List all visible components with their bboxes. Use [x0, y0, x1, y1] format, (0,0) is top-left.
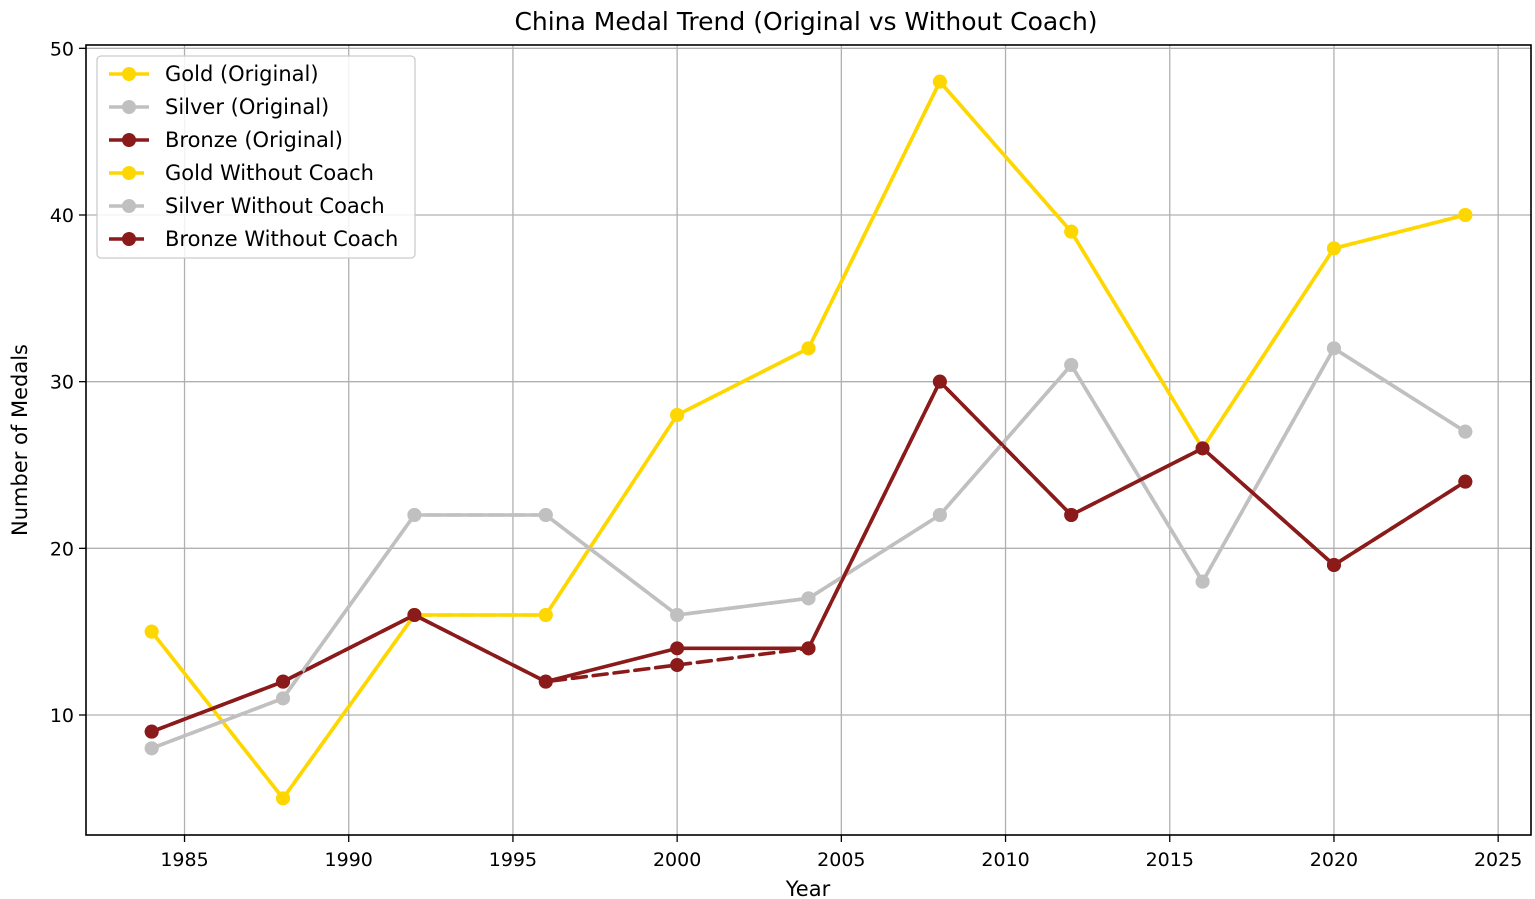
- x-tick-label: 2000: [653, 849, 701, 871]
- x-tick-label: 1985: [160, 849, 208, 871]
- legend-item: Gold (Original): [109, 62, 319, 86]
- data-point: [1458, 208, 1473, 222]
- series-line-silver-without-coach: [149, 346, 1468, 751]
- chart-title: China Medal Trend (Original vs Without C…: [514, 7, 1097, 36]
- legend-swatch-marker: [122, 232, 136, 246]
- x-tick-label: 2020: [1310, 849, 1358, 871]
- data-point: [407, 608, 422, 622]
- y-axis-ticks: 10 20 30 40 50: [50, 38, 86, 727]
- data-point: [932, 374, 947, 389]
- series-bronze-without-coach: [144, 374, 1473, 739]
- y-tick-label: 40: [50, 205, 74, 227]
- data-point: [1326, 341, 1341, 356]
- data-point: [276, 791, 291, 806]
- x-tick-label: 2025: [1474, 849, 1522, 871]
- legend-label: Silver Without Coach: [165, 194, 385, 218]
- legend-item: Silver (Original): [109, 95, 329, 119]
- y-tick-label: 50: [50, 38, 74, 60]
- legend-item: Bronze Without Coach: [109, 227, 398, 251]
- data-point: [276, 674, 291, 689]
- data-point: [1458, 474, 1473, 489]
- x-axis-ticks: 1985 1990 1995 2000 2005 2010 2015 2020 2025: [160, 835, 1522, 871]
- series-silver-without-coach: [144, 341, 1473, 756]
- legend-label: Bronze (Original): [165, 128, 343, 152]
- x-tick-label: 2005: [817, 849, 865, 871]
- y-tick-label: 10: [50, 705, 74, 727]
- x-tick-label: 1990: [325, 849, 373, 871]
- data-point: [1064, 224, 1079, 239]
- data-point: [144, 741, 159, 756]
- data-point: [1064, 508, 1079, 522]
- legend-label: Bronze Without Coach: [165, 227, 398, 251]
- data-point: [932, 74, 947, 89]
- y-tick-label: 20: [50, 538, 74, 560]
- x-tick-label: 2015: [1146, 849, 1194, 871]
- data-point: [670, 608, 685, 622]
- x-tick-label: 2010: [981, 849, 1029, 871]
- legend-box: [96, 55, 416, 259]
- legend-item: Gold Without Coach: [109, 161, 374, 185]
- legend-swatch-marker: [122, 67, 136, 81]
- data-point: [670, 658, 685, 672]
- data-point: [670, 641, 685, 656]
- legend-swatch-marker: [122, 199, 136, 213]
- legend-item: Bronze (Original): [109, 128, 343, 152]
- data-point: [1326, 558, 1341, 572]
- x-tick-label: 1995: [489, 849, 537, 871]
- y-tick-label: 30: [50, 372, 74, 394]
- data-point: [932, 508, 947, 522]
- data-point: [1458, 424, 1473, 439]
- legend-swatch-marker: [122, 133, 136, 147]
- data-point: [538, 608, 553, 622]
- legend-label: Silver (Original): [165, 95, 329, 119]
- data-point: [801, 641, 816, 656]
- data-point: [538, 508, 553, 522]
- data-point: [670, 408, 685, 422]
- data-point: [1195, 574, 1210, 589]
- data-point: [276, 691, 291, 706]
- x-axis-label: Year: [785, 877, 831, 899]
- data-point: [144, 724, 159, 739]
- series-bronze-original: [144, 374, 1473, 739]
- data-point: [538, 674, 553, 689]
- legend: Gold (Original) Silver (Original) Bronze (…: [96, 55, 416, 259]
- data-point: [801, 591, 816, 606]
- data-point: [1064, 358, 1079, 372]
- legend-swatch-marker: [122, 166, 136, 180]
- data-point: [407, 508, 422, 522]
- data-point: [1195, 441, 1210, 456]
- legend-label: Gold (Original): [165, 62, 319, 86]
- legend-label: Gold Without Coach: [165, 161, 374, 185]
- legend-swatch-marker: [122, 100, 136, 114]
- y-axis-label: Number of Medals: [8, 344, 32, 536]
- data-point: [1326, 241, 1341, 256]
- series-layer: [144, 74, 1473, 806]
- data-point: [144, 624, 159, 639]
- data-point: [801, 341, 816, 356]
- plot-frame: [85, 44, 1532, 836]
- legend-item: Silver Without Coach: [109, 194, 385, 218]
